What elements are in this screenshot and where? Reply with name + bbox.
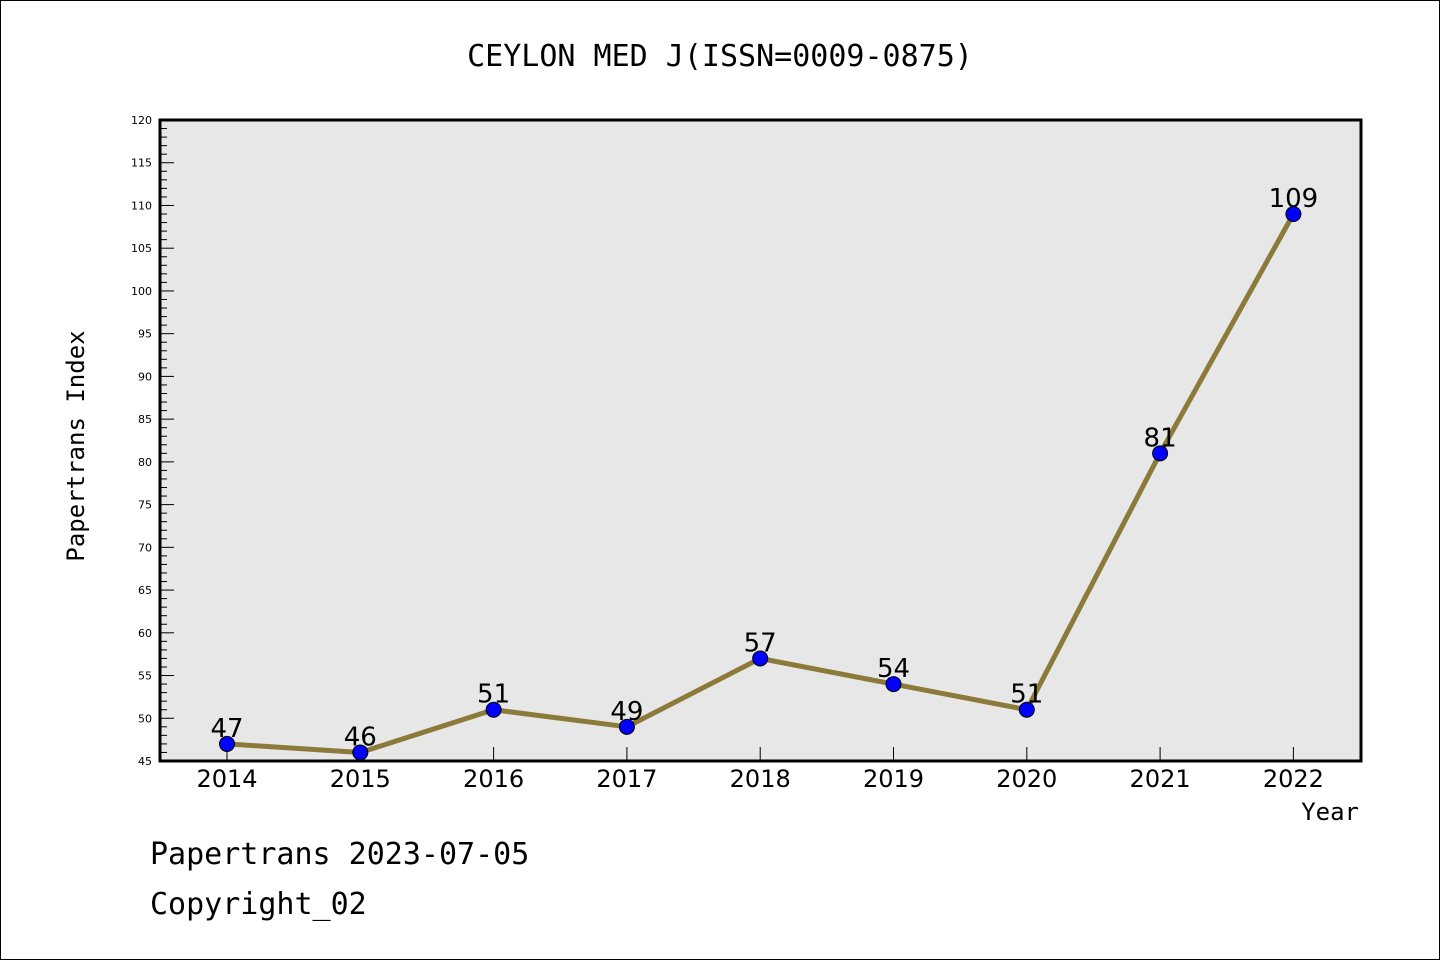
data-label: 51 [477,680,510,710]
data-label: 54 [877,654,910,684]
x-tick-label: 2019 [863,765,924,793]
y-axis-title: Papertrans Index [62,330,90,561]
y-tick-label: 45 [138,755,152,768]
data-point [618,718,635,735]
data-label: 51 [1010,680,1043,710]
chart-title: CEYLON MED J(ISSN=0009-0875) [467,39,973,74]
data-point [219,735,235,752]
y-tick-label: 95 [138,328,152,341]
y-tick-label: 55 [138,670,152,683]
y-tick-label: 65 [138,584,152,597]
x-tick-label: 2014 [196,765,257,793]
data-point [485,701,502,718]
x-axis-title: Year [1301,798,1359,826]
y-tick-label: 120 [131,114,152,127]
x-axis: 2014 2015 2016 2017 2018 2019 2020 2021 2022 [196,747,1324,793]
y-tick-label: 80 [138,456,152,469]
series-papertrans-index [219,206,1302,761]
x-tick-label: 2020 [996,765,1057,793]
data-point [1285,206,1302,223]
data-point [885,676,902,693]
y-tick-label: 85 [138,413,152,426]
x-tick-label: 2015 [330,765,391,793]
data-label: 57 [744,628,777,658]
x-tick-label: 2016 [463,765,524,793]
y-tick-label: 50 [138,712,152,725]
data-point [1018,701,1035,718]
y-minor-ticks [160,128,167,753]
data-point [752,650,769,667]
footer-copyright: Copyright_02 [150,887,367,922]
footer-date: Papertrans 2023-07-05 [150,837,529,872]
data-label: 47 [210,714,243,744]
y-tick-label: 90 [138,370,152,383]
y-tick-label: 75 [138,499,152,512]
y-tick-label: 115 [131,157,152,170]
data-label: 46 [344,722,377,752]
data-label: 109 [1269,184,1319,214]
y-tick-label: 105 [131,242,152,255]
data-point [1152,445,1169,462]
x-tick-label: 2022 [1263,765,1324,793]
y-tick-label: 110 [131,199,152,212]
x-tick-label: 2018 [730,765,791,793]
y-tick-label: 60 [138,627,152,640]
data-point [352,744,369,761]
data-labels: 47 46 51 49 57 54 51 81 109 [210,184,1318,752]
y-tick-label: 70 [138,541,152,554]
x-tick-label: 2021 [1130,765,1191,793]
data-label: 81 [1144,423,1177,453]
y-axis: 45 50 55 60 65 70 75 80 85 90 95 100 105 110 115 120 [131,114,174,768]
x-tick-label: 2017 [596,765,657,793]
y-tick-label: 100 [131,285,152,298]
data-label: 49 [610,697,643,727]
